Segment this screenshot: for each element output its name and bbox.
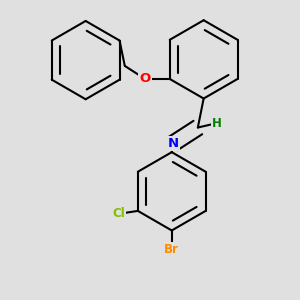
Text: O: O — [140, 73, 151, 85]
Text: N: N — [168, 137, 179, 150]
Text: Cl: Cl — [112, 207, 125, 220]
Text: H: H — [212, 117, 222, 130]
Text: Br: Br — [164, 243, 179, 256]
